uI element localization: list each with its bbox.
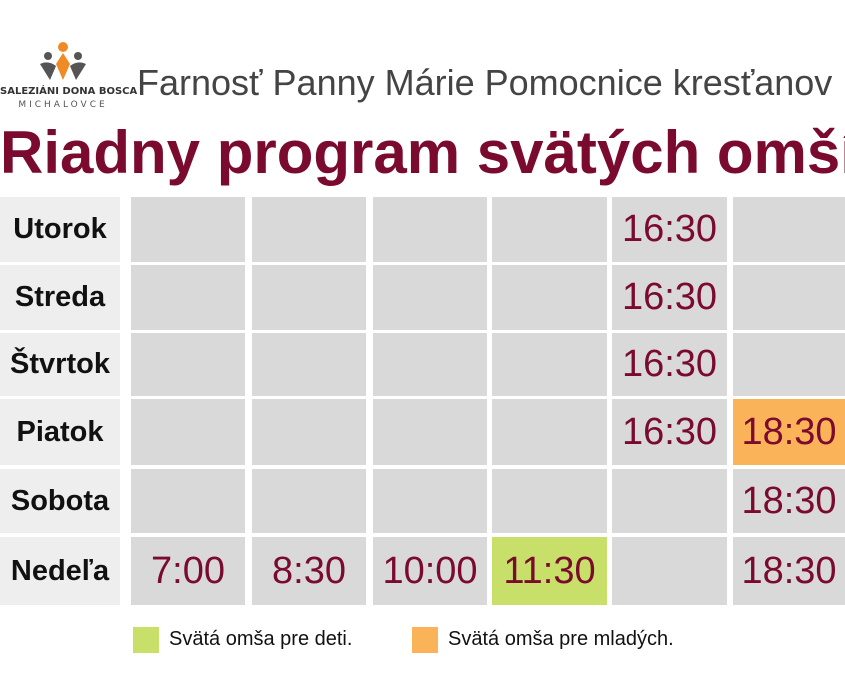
day-label: Streda — [0, 265, 120, 330]
mass-time: 8:30 — [252, 537, 366, 605]
empty-cell — [373, 399, 487, 465]
empty-cell — [252, 265, 366, 330]
mass-time: 16:30 — [612, 265, 727, 330]
empty-cell — [612, 469, 727, 533]
mass-time: 18:30 — [733, 537, 845, 605]
empty-cell — [733, 265, 845, 330]
legend-swatch — [412, 627, 438, 653]
mass-time: 7:00 — [131, 537, 245, 605]
legend-label: Svätá omša pre deti. — [169, 628, 353, 650]
legend-label: Svätá omša pre mladých. — [448, 628, 674, 650]
empty-cell — [373, 333, 487, 396]
mass-time: 16:30 — [612, 399, 727, 465]
mass-time: 10:00 — [373, 537, 487, 605]
day-label: Nedeľa — [0, 537, 120, 605]
logo-icon — [40, 42, 86, 80]
empty-cell — [492, 469, 607, 533]
mass-time: 16:30 — [612, 333, 727, 396]
empty-cell — [373, 469, 487, 533]
legend-swatch — [133, 627, 159, 653]
mass-time: 18:30 — [733, 469, 845, 533]
day-label: Štvrtok — [0, 333, 120, 396]
empty-cell — [373, 197, 487, 262]
logo-name: SALEZIÁNI DONA BOSCA — [0, 86, 138, 97]
empty-cell — [131, 399, 245, 465]
empty-cell — [373, 265, 487, 330]
empty-cell — [492, 333, 607, 396]
mass-time: 11:30 — [492, 537, 607, 605]
empty-cell — [252, 399, 366, 465]
day-label: Utorok — [0, 197, 120, 262]
empty-cell — [492, 399, 607, 465]
empty-cell — [131, 333, 245, 396]
empty-cell — [131, 265, 245, 330]
empty-cell — [252, 333, 366, 396]
empty-cell — [492, 265, 607, 330]
empty-cell — [733, 197, 845, 262]
empty-cell — [492, 197, 607, 262]
mass-time: 16:30 — [612, 197, 727, 262]
empty-cell — [252, 197, 366, 262]
empty-cell — [131, 469, 245, 533]
day-label: Piatok — [0, 399, 120, 465]
empty-cell — [733, 333, 845, 396]
day-label: Sobota — [0, 469, 120, 533]
empty-cell — [612, 537, 727, 605]
parish-name: Farnosť Panny Márie Pomocnice kresťanov — [137, 62, 833, 103]
logo-place: MICHALOVCE — [18, 100, 108, 110]
empty-cell — [131, 197, 245, 262]
title: Riadny program svätých omší — [0, 119, 845, 186]
mass-time: 18:30 — [733, 399, 845, 465]
empty-cell — [252, 469, 366, 533]
